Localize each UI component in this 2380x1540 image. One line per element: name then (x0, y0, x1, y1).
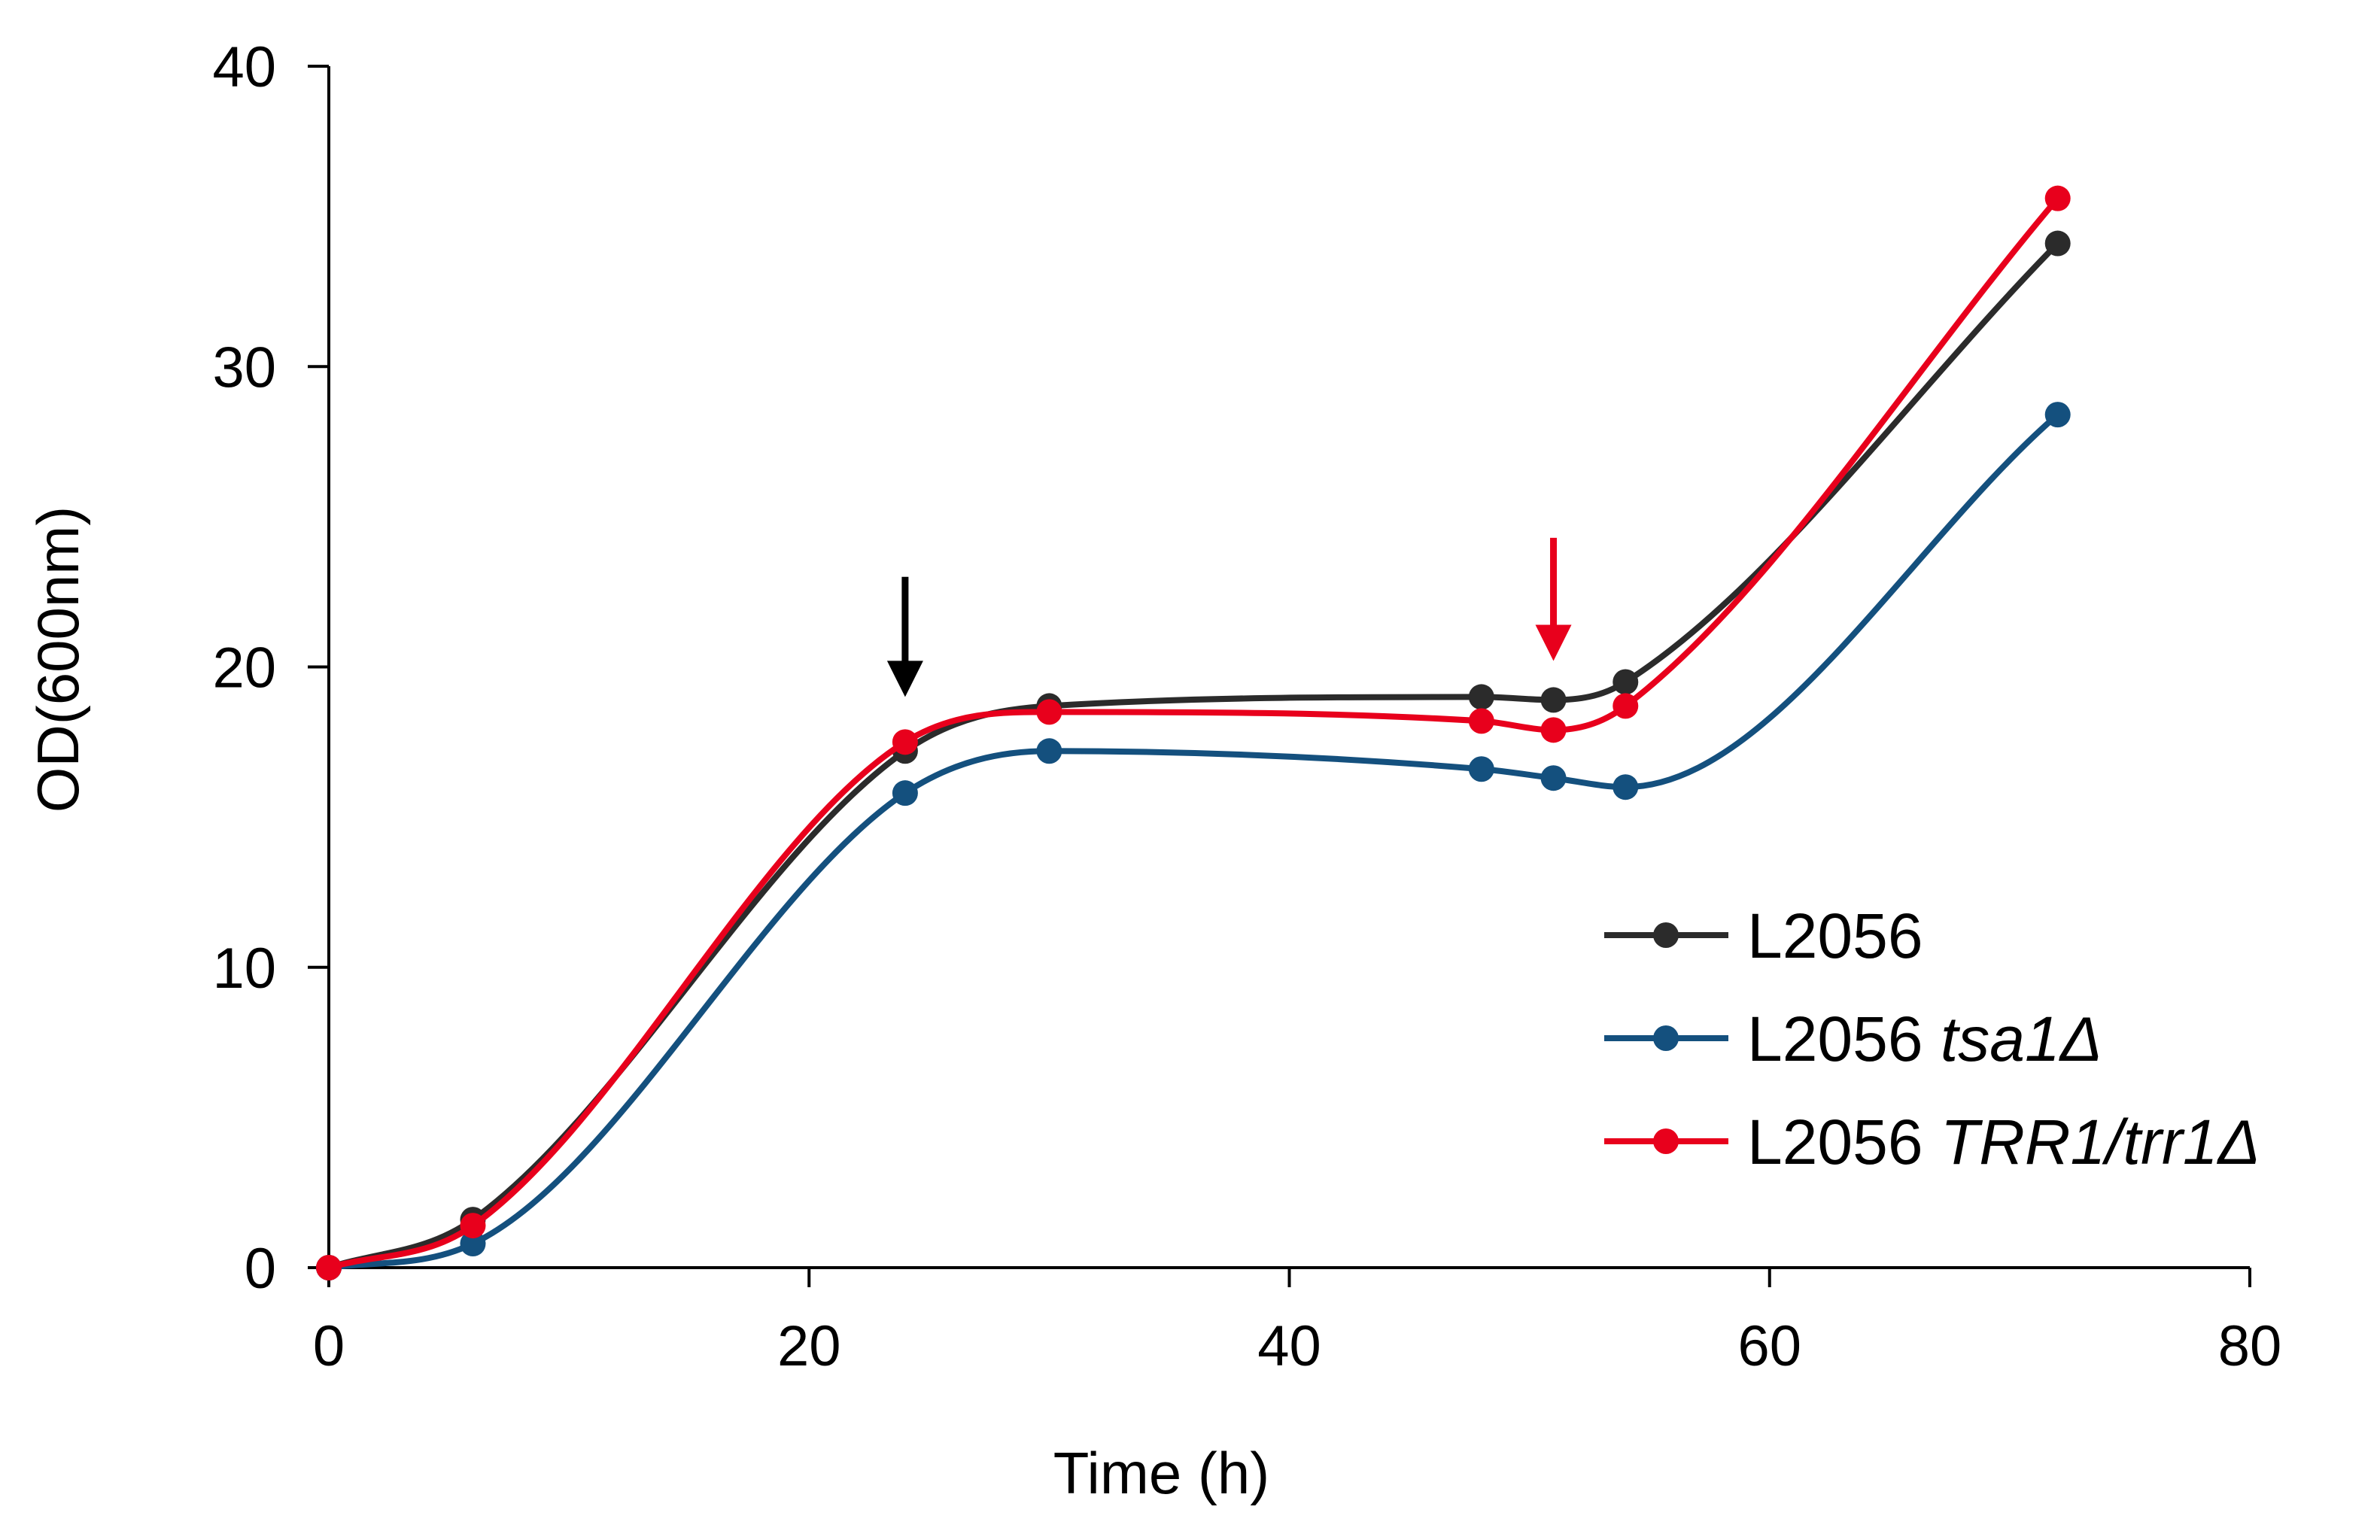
x-ticks: 0 20 40 60 80 (313, 1268, 2281, 1378)
data-point-l2056 (1540, 687, 1567, 713)
y-tick-label: 10 (212, 937, 276, 1001)
y-ticks: 0 10 20 30 40 (212, 35, 329, 1301)
y-tick-label: 40 (212, 35, 276, 99)
annotation-arrow-1 (886, 576, 923, 697)
data-point-l2056 (2044, 230, 2071, 257)
y-tick-label: 0 (245, 1237, 276, 1301)
legend-item-l2056-trr1-trr1: L2056 TRR1/trr1Δ (1604, 1107, 2260, 1177)
annotation-arrow-2 (1535, 537, 1572, 661)
axes: 0 10 20 30 40 0 20 40 60 80 (212, 35, 2281, 1378)
data-point-l2056 (1613, 669, 1639, 695)
legend: L2056 L2056 tsa1Δ L2056 TRR1/trr1Δ (1604, 901, 2260, 1177)
legend-swatch-marker (1653, 922, 1679, 948)
x-tick-label: 60 (1737, 1314, 1801, 1378)
data-point-l2056-trr1-trr1 (1613, 693, 1639, 719)
data-point-l2056-tsa1 (1468, 756, 1494, 782)
series-layer (316, 185, 2071, 1280)
data-point-l2056-tsa1 (1036, 738, 1062, 764)
x-tick-label: 80 (2218, 1314, 2282, 1378)
data-point-l2056-tsa1 (1613, 774, 1639, 800)
x-axis-title: Time (h) (1053, 1440, 1269, 1506)
arrow-head (886, 661, 923, 697)
data-point-l2056-trr1-trr1 (460, 1213, 486, 1239)
data-point-l2056-trr1-trr1 (2044, 185, 2071, 211)
series-line-l2056-trr1-trr1 (326, 195, 2061, 1271)
x-tick-label: 20 (777, 1314, 841, 1378)
series-line-l2056-tsa1 (326, 412, 2061, 1271)
legend-swatch-marker (1653, 1025, 1679, 1051)
data-point-l2056-trr1-trr1 (1036, 699, 1062, 725)
x-tick-label: 0 (313, 1314, 345, 1378)
data-point-l2056-trr1-trr1 (316, 1255, 342, 1280)
legend-swatch-marker (1653, 1128, 1679, 1154)
data-point-l2056-tsa1 (460, 1231, 486, 1257)
annotation-layer (886, 537, 1572, 697)
series-l2056-trr1-trr1 (316, 185, 2071, 1280)
data-point-l2056-trr1-trr1 (1468, 708, 1494, 734)
x-tick-label: 40 (1257, 1314, 1321, 1378)
legend-label: L2056 (1747, 901, 1923, 971)
y-tick-label: 20 (212, 636, 276, 700)
y-axis-title: OD(600nm) (25, 506, 91, 813)
data-point-l2056-tsa1 (1540, 765, 1567, 791)
legend-item-l2056-tsa1: L2056 tsa1Δ (1604, 1004, 2102, 1074)
legend-item-l2056: L2056 (1604, 901, 1923, 971)
y-tick-label: 30 (212, 336, 276, 399)
data-point-l2056-trr1-trr1 (1540, 717, 1567, 743)
data-point-l2056 (1468, 684, 1494, 710)
data-point-l2056-tsa1 (2044, 402, 2071, 428)
series-l2056-tsa1 (316, 402, 2071, 1280)
data-point-l2056-trr1-trr1 (892, 729, 918, 755)
legend-label: L2056 tsa1Δ (1747, 1004, 2102, 1074)
legend-label: L2056 TRR1/trr1Δ (1747, 1107, 2260, 1177)
data-point-l2056-tsa1 (892, 780, 918, 806)
arrow-head (1535, 624, 1572, 661)
